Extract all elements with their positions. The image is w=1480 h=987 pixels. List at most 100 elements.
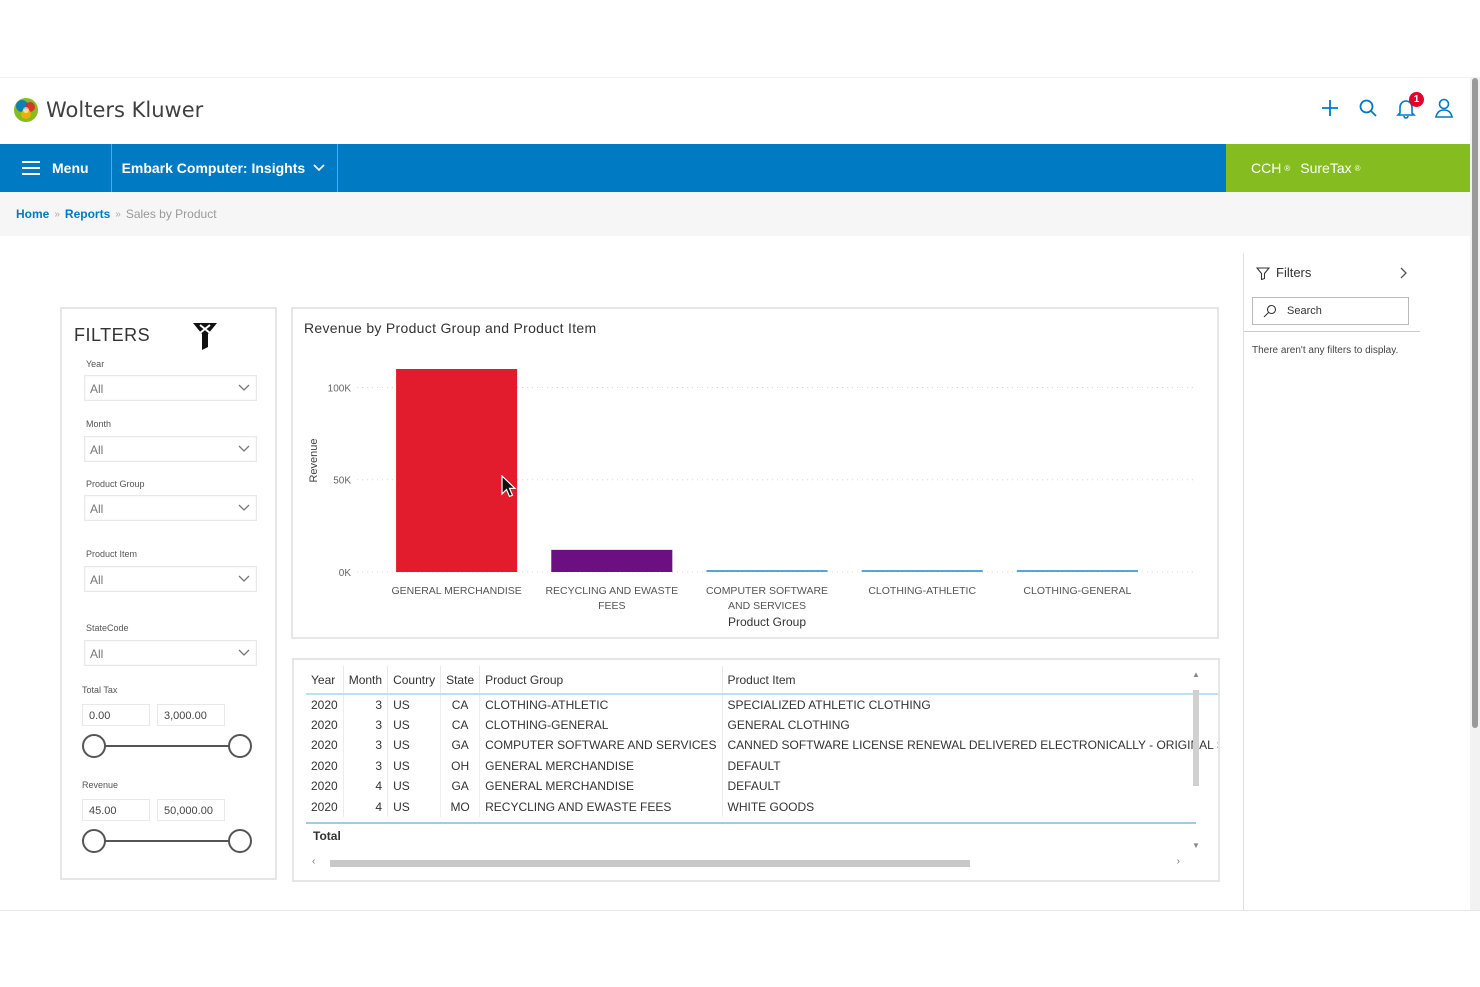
total-tax-max-input[interactable]: 3,000.00 [157, 704, 225, 726]
table-row[interactable]: 2020 3 US GA COMPUTER SOFTWARE AND SERVI… [306, 735, 1218, 756]
product-item-filter-select[interactable]: All [84, 566, 257, 592]
statecode-filter-select[interactable]: All [84, 640, 257, 666]
revenue-chart-panel: Revenue by Product Group and Product Ite… [291, 307, 1219, 639]
x-tick-label: COMPUTER SOFTWARE [706, 585, 828, 597]
content-bottom-border [0, 910, 1480, 911]
table-row[interactable]: 2020 4 US MO RECYCLING AND EWASTE FEES W… [306, 796, 1218, 817]
y-axis-title: Revenue [308, 438, 320, 482]
table-horizontal-scrollbar[interactable]: ‹ › [308, 856, 1188, 868]
y-tick-label: 0K [339, 568, 352, 579]
user-icon[interactable] [1434, 96, 1454, 120]
slider-track [94, 840, 240, 842]
search-icon [1263, 304, 1277, 318]
total-tax-range-slider[interactable] [82, 734, 252, 758]
collapse-pane-chevron-icon[interactable] [1400, 267, 1408, 279]
column-header-product-item[interactable]: Product Item [722, 666, 1218, 695]
revenue-bar-chart: 0K 50K 100K Revenue GENERAL MERCHANDISE RECYC… [308, 369, 1193, 629]
x-tick-label: RECYCLING AND EWASTE [545, 585, 678, 597]
brand-logo[interactable]: Wolters Kluwer [12, 96, 203, 124]
cell-state: GA [440, 776, 481, 797]
cell-product-item: WHITE GOODS [722, 796, 1218, 817]
total-tax-filter-label: Total Tax [82, 685, 118, 695]
bell-icon[interactable]: 1 [1396, 92, 1424, 120]
x-tick-label: GENERAL MERCHANDISE [391, 585, 521, 597]
header-actions: 1 [1320, 92, 1454, 120]
chevron-down-icon [238, 575, 250, 582]
revenue-min-handle[interactable] [82, 829, 106, 853]
column-header-month[interactable]: Month [343, 666, 389, 695]
revenue-min-input[interactable]: 45.00 [82, 799, 150, 821]
cell-product-item: DEFAULT [722, 755, 1218, 776]
cell-state: GA [440, 735, 481, 756]
scroll-up-arrow-icon[interactable]: ▲ [1192, 670, 1200, 679]
sales-table: Year Month Country State Product Group P… [306, 666, 1218, 817]
cch-label: CCH [1251, 160, 1282, 176]
breadcrumb-home[interactable]: Home [16, 207, 50, 221]
side-pane-divider [1244, 331, 1420, 332]
cell-country: US [387, 755, 442, 776]
table-vertical-scrollbar[interactable]: ▲ ▼ [1192, 670, 1200, 850]
table-horizontal-scroll-thumb[interactable] [330, 860, 970, 867]
side-pane-header: Filters [1256, 265, 1311, 280]
column-header-state[interactable]: State [440, 666, 481, 695]
cell-product-item: DEFAULT [722, 776, 1218, 797]
scroll-right-arrow-icon[interactable]: › [1176, 856, 1180, 867]
table-total-row: Total [306, 822, 1196, 860]
year-filter-label: Year [86, 359, 105, 369]
scroll-down-arrow-icon[interactable]: ▼ [1192, 841, 1200, 850]
product-group-filter-select[interactable]: All [84, 495, 257, 521]
filters-title: FILTERS [74, 325, 151, 345]
column-header-country[interactable]: Country [387, 666, 442, 695]
menu-label: Menu [52, 160, 89, 176]
cell-month: 3 [343, 694, 389, 715]
chevron-down-icon [238, 384, 250, 391]
revenue-max-handle[interactable] [228, 829, 252, 853]
total-tax-max-handle[interactable] [228, 734, 252, 758]
search-placeholder: Search [1287, 305, 1322, 317]
page-scrollbar[interactable] [1470, 78, 1480, 910]
cell-product-group: CLOTHING-GENERAL [479, 714, 723, 735]
bar-2 [706, 570, 828, 572]
month-filter-select[interactable]: All [84, 436, 257, 462]
plus-icon[interactable] [1320, 96, 1340, 120]
search-icon[interactable] [1358, 96, 1378, 120]
breadcrumb-reports[interactable]: Reports [64, 207, 111, 221]
breadcrumb-current: Sales by Product [125, 207, 217, 221]
cell-month: 3 [343, 755, 389, 776]
month-filter-value: All [90, 443, 104, 457]
no-filters-message: There aren't any filters to display. [1252, 345, 1399, 356]
table-row[interactable]: 2020 3 US CA CLOTHING-ATHLETIC SPECIALIZ… [306, 694, 1218, 715]
cell-month: 3 [343, 735, 389, 756]
revenue-max-input[interactable]: 50,000.00 [157, 799, 225, 821]
table-row[interactable]: 2020 4 US GA GENERAL MERCHANDISE DEFAULT [306, 776, 1218, 797]
y-tick-label: 100K [328, 383, 352, 394]
cell-year: 2020 [306, 714, 344, 735]
cell-product-item: CANNED SOFTWARE LICENSE RENEWAL DELIVERE… [722, 735, 1218, 756]
table-row[interactable]: 2020 3 US CA CLOTHING-GENERAL GENERAL CL… [306, 714, 1218, 735]
registered-mark: ® [1354, 163, 1361, 173]
bar-3 [861, 570, 983, 572]
menu-button[interactable]: Menu [0, 144, 112, 192]
column-header-product-group[interactable]: Product Group [479, 666, 723, 695]
page-scrollbar-thumb[interactable] [1472, 78, 1478, 728]
cell-product-group: GENERAL MERCHANDISE [479, 755, 723, 776]
scroll-left-arrow-icon[interactable]: ‹ [312, 856, 316, 867]
cell-year: 2020 [306, 776, 344, 797]
cell-product-item: SPECIALIZED ATHLETIC CLOTHING [722, 694, 1218, 715]
year-filter-select[interactable]: All [84, 375, 257, 401]
cell-state: MO [440, 796, 481, 817]
column-header-year[interactable]: Year [306, 666, 344, 695]
table-vertical-scroll-thumb[interactable] [1193, 690, 1199, 786]
total-tax-min-handle[interactable] [82, 734, 106, 758]
clear-filters-icon[interactable] [192, 321, 218, 351]
cell-month: 4 [343, 776, 389, 797]
cell-product-group: RECYCLING AND EWASTE FEES [479, 796, 723, 817]
filters-search-input[interactable]: Search [1252, 297, 1409, 325]
breadcrumb-separator: » [115, 208, 121, 220]
table-row[interactable]: 2020 3 US OH GENERAL MERCHANDISE DEFAULT [306, 755, 1218, 776]
total-tax-min-input[interactable]: 0.00 [82, 704, 150, 726]
revenue-range-slider[interactable] [82, 829, 252, 853]
chart-title: Revenue by Product Group and Product Ite… [304, 320, 597, 336]
app-switcher-dropdown[interactable]: Embark Computer: Insights [112, 144, 339, 192]
cell-product-group: CLOTHING-ATHLETIC [479, 694, 723, 715]
